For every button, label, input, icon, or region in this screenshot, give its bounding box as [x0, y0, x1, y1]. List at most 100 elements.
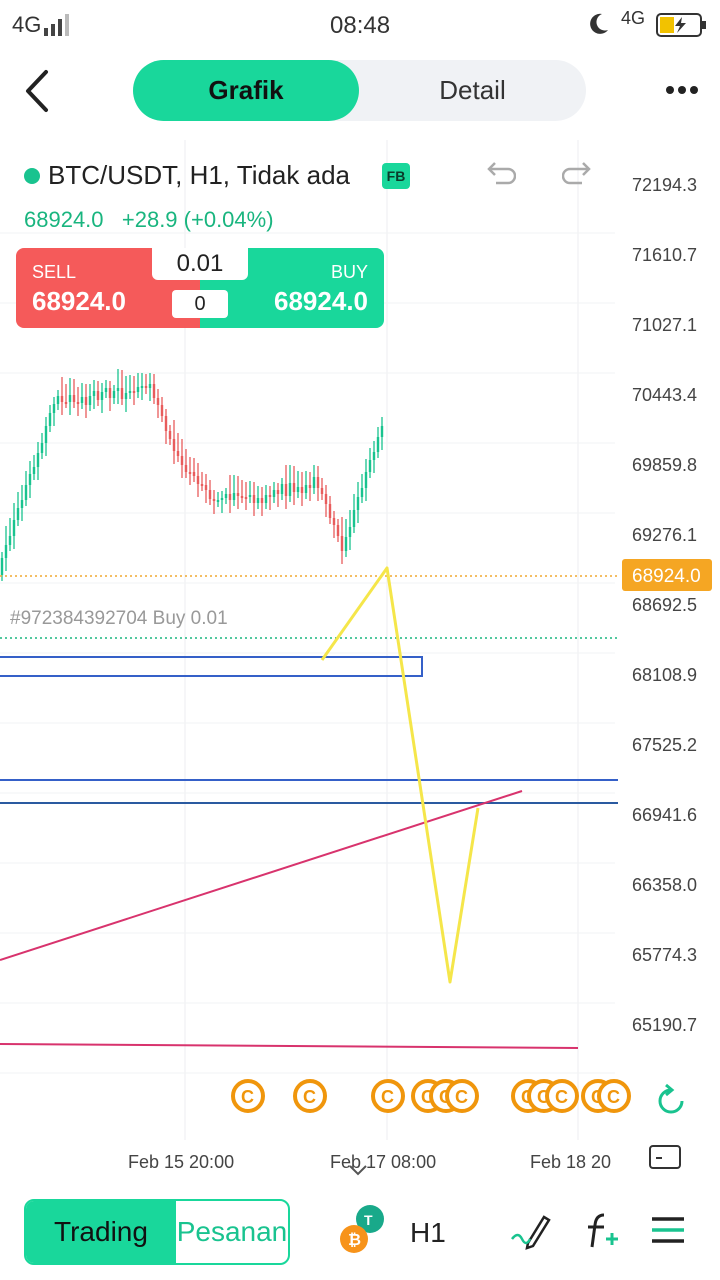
candle-body: [204, 485, 208, 490]
price-axis-label: 71610.7: [632, 245, 697, 265]
svg-text:C: C: [381, 1087, 394, 1107]
symbol-title[interactable]: BTC/USDT, H1, Tidak ada: [48, 160, 350, 190]
candle-body: [244, 497, 248, 499]
event-marker[interactable]: C: [231, 1079, 265, 1113]
candle-body: [316, 477, 320, 488]
candle-body: [184, 465, 188, 472]
clock: 08:48: [330, 12, 391, 39]
svg-text:₿: ₿: [348, 1231, 361, 1249]
tab-pesanan[interactable]: Pesanan: [176, 1216, 288, 1247]
status-bar: 4G 08:48 4G: [0, 0, 720, 50]
current-price-tag-text: 68924.0: [632, 566, 701, 587]
candle-body: [236, 493, 240, 496]
candle-body: [168, 431, 172, 439]
candle-body: [304, 485, 308, 493]
market-status-dot: [24, 168, 40, 184]
candle-body: [136, 387, 140, 392]
candle-body: [196, 476, 200, 484]
price-axis-label: 68108.9: [632, 665, 697, 685]
candle-body: [188, 472, 192, 474]
candle-body: [40, 443, 44, 453]
position-label[interactable]: #972384392704 Buy 0.01: [10, 608, 228, 629]
candle-body: [36, 453, 40, 467]
buy-button[interactable]: BUY 68924.0: [200, 248, 384, 328]
svg-text:C: C: [555, 1087, 568, 1107]
event-marker[interactable]: C: [545, 1079, 579, 1113]
reset-chart-icon[interactable]: [652, 1082, 690, 1120]
event-marker[interactable]: C: [445, 1079, 479, 1113]
sell-label: SELL: [32, 262, 77, 282]
price-axis-label: 68692.5: [632, 595, 697, 615]
draw-tool-icon[interactable]: [508, 1209, 552, 1253]
candle-body: [268, 495, 272, 497]
fb-badge: FB: [382, 163, 410, 189]
svg-text:C: C: [607, 1087, 620, 1107]
candle-body: [292, 483, 296, 492]
candle-body: [4, 545, 8, 558]
candle-body: [380, 426, 384, 437]
chevron-down-icon[interactable]: [349, 1165, 367, 1176]
timeframe-button[interactable]: H1: [410, 1217, 446, 1248]
redo-icon[interactable]: [562, 157, 596, 191]
candle-body: [156, 398, 160, 405]
horizontal-line[interactable]: [0, 1043, 579, 1049]
candle-body: [216, 500, 220, 502]
trend-line[interactable]: [0, 790, 523, 961]
event-marker[interactable]: C: [371, 1079, 405, 1113]
candle-body: [180, 456, 184, 465]
bottom-toolbar: Trading Pesanan T ₿ H1: [0, 1185, 720, 1280]
candle-body: [308, 485, 312, 488]
candle-body: [124, 393, 128, 399]
tab-grafik[interactable]: Grafik: [133, 60, 359, 121]
more-options-icon[interactable]: [662, 75, 702, 105]
candle-body: [224, 494, 228, 498]
signal-icon: [44, 14, 69, 36]
candle-body: [8, 536, 12, 545]
candle-body: [152, 384, 156, 398]
current-price-tag: [622, 559, 712, 591]
svg-text:T: T: [364, 1212, 373, 1228]
candle-body: [84, 397, 88, 405]
price-axis-label: 71027.1: [632, 315, 697, 335]
price-summary: 68924.0 +28.9 (+0.04%): [24, 207, 274, 233]
tab-detail[interactable]: Detail: [439, 75, 506, 105]
price-axis-label: 69859.8: [632, 455, 697, 475]
candle-body: [356, 497, 360, 510]
candle-body: [200, 484, 204, 486]
symbol-switch-icon[interactable]: T ₿: [334, 1201, 388, 1255]
fullscreen-icon[interactable]: [648, 1144, 682, 1170]
menu-icon[interactable]: [650, 1215, 686, 1245]
projection-path[interactable]: [320, 566, 480, 984]
quantity-field[interactable]: 0: [172, 290, 228, 318]
candle-body: [208, 490, 212, 499]
event-marker[interactable]: C: [597, 1079, 631, 1113]
candle-body: [288, 483, 292, 496]
candlesticks: [0, 369, 384, 581]
time-axis-label: Feb 15 20:00: [128, 1152, 234, 1172]
candle-body: [172, 439, 176, 451]
price-axis-label: 69276.1: [632, 525, 697, 545]
candle-body: [296, 487, 300, 492]
price-axis-label: 65190.7: [632, 1015, 697, 1035]
undo-icon[interactable]: [482, 157, 516, 191]
back-icon[interactable]: [18, 66, 58, 116]
tab-trading[interactable]: Trading: [26, 1201, 176, 1263]
sell-price: 68924.0: [32, 286, 126, 316]
indicator-icon[interactable]: [580, 1209, 624, 1253]
candle-body: [160, 405, 164, 416]
candle-body: [132, 391, 136, 393]
view-tab-switch: Grafik Detail: [133, 60, 586, 121]
candle-body: [88, 396, 92, 405]
price-chart[interactable]: #972384392704 Buy 0.01 72194.3 71610.7 710…: [0, 140, 720, 1185]
candle-body: [324, 494, 328, 504]
event-marker[interactable]: C: [293, 1079, 327, 1113]
lot-size-input[interactable]: 0.01: [152, 248, 248, 280]
candle-body: [48, 413, 52, 426]
network-indicator: 4G: [12, 12, 42, 37]
candle-body: [252, 495, 256, 503]
support-zone-rect[interactable]: [0, 656, 423, 677]
candle-body: [72, 395, 76, 402]
candle-body: [176, 451, 180, 456]
candle-body: [144, 386, 148, 388]
candle-body: [100, 392, 104, 400]
